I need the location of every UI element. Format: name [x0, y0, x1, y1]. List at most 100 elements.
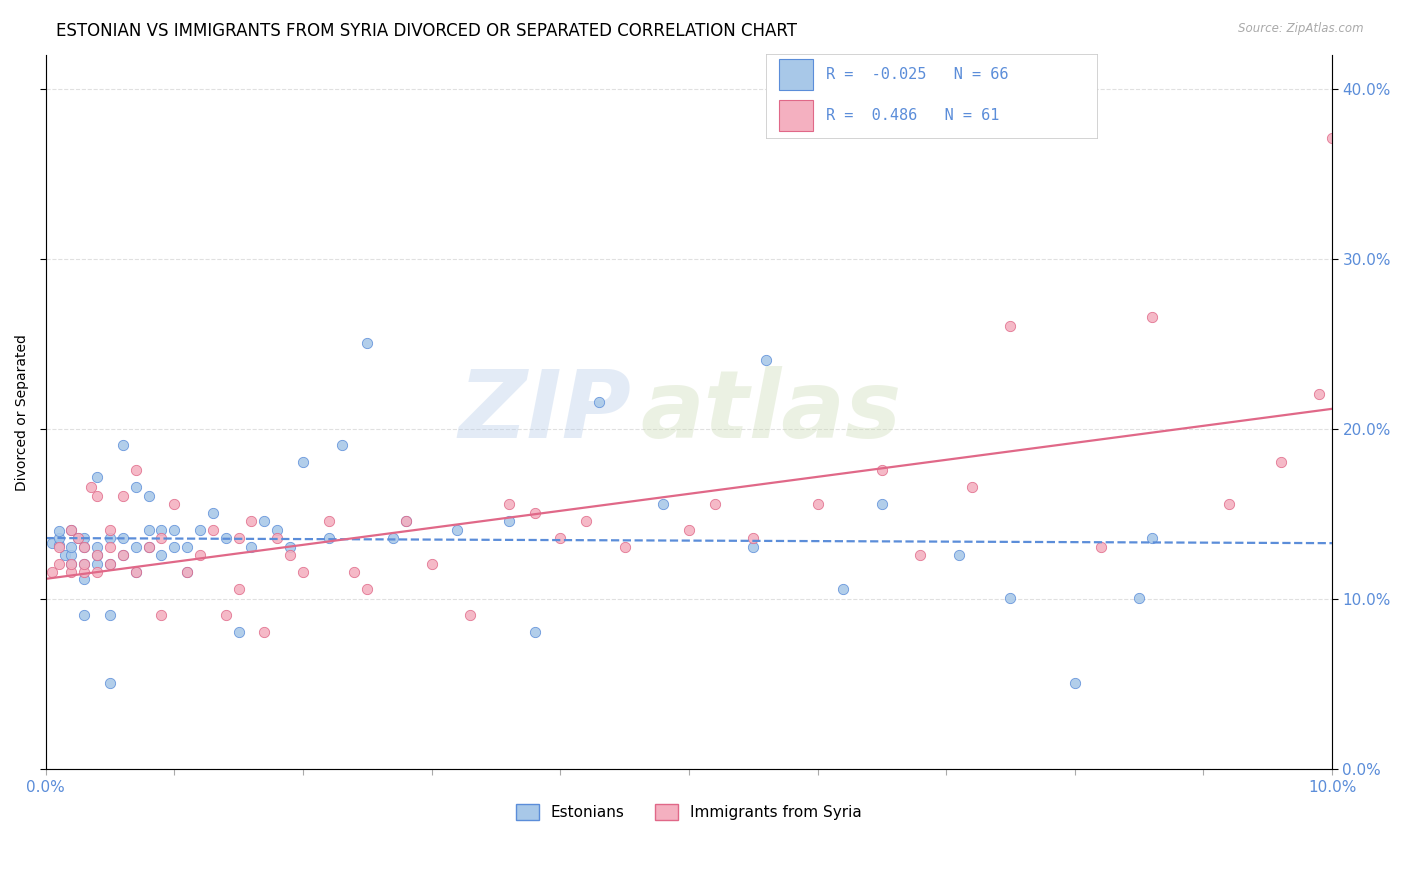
Point: [1140, 531, 1163, 545]
Point: [575, 514, 598, 528]
Point: [395, 514, 418, 528]
Point: [215, 531, 238, 545]
Point: [678, 523, 700, 537]
Point: [86, 565, 108, 579]
Point: [86, 470, 108, 484]
Point: [73, 557, 96, 571]
Point: [125, 565, 148, 579]
Point: [742, 540, 765, 554]
Point: [73, 607, 96, 622]
Point: [278, 540, 301, 554]
Point: [1063, 675, 1085, 690]
Point: [652, 497, 675, 511]
Point: [356, 582, 378, 596]
Point: [176, 565, 198, 579]
Point: [60, 523, 83, 537]
Point: [498, 497, 520, 511]
Point: [548, 531, 571, 545]
Point: [60, 565, 83, 579]
Point: [86, 540, 108, 554]
Point: [318, 514, 340, 528]
Point: [291, 454, 314, 468]
Point: [48, 557, 70, 571]
Point: [98, 557, 121, 571]
Point: [1090, 540, 1112, 554]
Y-axis label: Divorced or Separated: Divorced or Separated: [15, 334, 30, 491]
Point: [125, 540, 148, 554]
Point: [98, 540, 121, 554]
Point: [86, 548, 108, 562]
Point: [125, 463, 148, 477]
Point: [111, 548, 134, 562]
Point: [80, 480, 103, 494]
Point: [60, 548, 83, 562]
Point: [86, 557, 108, 571]
Point: [73, 531, 96, 545]
Point: [73, 540, 96, 554]
Point: [138, 540, 160, 554]
Point: [228, 531, 250, 545]
Point: [53, 548, 76, 562]
Text: ESTONIAN VS IMMIGRANTS FROM SYRIA DIVORCED OR SEPARATED CORRELATION CHART: ESTONIAN VS IMMIGRANTS FROM SYRIA DIVORC…: [56, 22, 797, 40]
Point: [60, 540, 83, 554]
Point: [60, 557, 83, 571]
Point: [188, 523, 211, 537]
Point: [215, 607, 238, 622]
Point: [176, 540, 198, 554]
Point: [1270, 454, 1292, 468]
Point: [73, 565, 96, 579]
Point: [318, 531, 340, 545]
Point: [253, 624, 276, 639]
Point: [1000, 318, 1022, 333]
Point: [240, 540, 263, 554]
Point: [330, 437, 353, 451]
Point: [98, 557, 121, 571]
Point: [60, 557, 83, 571]
Point: [240, 514, 263, 528]
Text: ZIP: ZIP: [458, 367, 631, 458]
Point: [458, 607, 481, 622]
FancyBboxPatch shape: [779, 60, 813, 90]
Text: R =  -0.025   N = 66: R = -0.025 N = 66: [825, 67, 1008, 82]
Point: [163, 540, 186, 554]
Point: [1128, 591, 1150, 605]
Point: [253, 514, 276, 528]
Point: [446, 523, 468, 537]
Point: [356, 335, 378, 350]
Point: [125, 565, 148, 579]
Point: [1308, 386, 1330, 401]
Point: [343, 565, 366, 579]
Point: [138, 489, 160, 503]
Point: [910, 548, 932, 562]
Point: [111, 437, 134, 451]
Point: [86, 548, 108, 562]
Point: [870, 497, 893, 511]
Text: R =  0.486   N = 61: R = 0.486 N = 61: [825, 108, 1000, 123]
Point: [523, 624, 546, 639]
Point: [98, 607, 121, 622]
Point: [41, 565, 63, 579]
Point: [73, 572, 96, 586]
Point: [66, 531, 89, 545]
Point: [73, 540, 96, 554]
Point: [48, 540, 70, 554]
Point: [832, 582, 855, 596]
Point: [150, 607, 173, 622]
Point: [98, 675, 121, 690]
Point: [111, 531, 134, 545]
Point: [1218, 497, 1240, 511]
Point: [278, 548, 301, 562]
Point: [498, 514, 520, 528]
Point: [703, 497, 725, 511]
Point: [588, 395, 610, 409]
Point: [870, 463, 893, 477]
Point: [523, 506, 546, 520]
Point: [163, 523, 186, 537]
Point: [150, 523, 173, 537]
Point: [948, 548, 970, 562]
Point: [41, 536, 63, 550]
Point: [86, 489, 108, 503]
Text: atlas: atlas: [640, 367, 901, 458]
Point: [613, 540, 636, 554]
Point: [266, 531, 288, 545]
